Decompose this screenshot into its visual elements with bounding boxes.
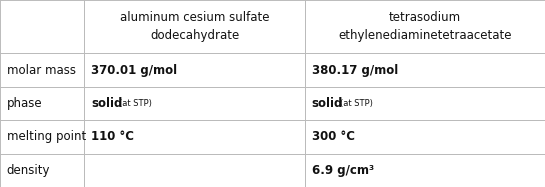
Bar	[84, 53, 305, 87]
Bar	[305, 53, 545, 87]
Bar	[0, 120, 84, 154]
Bar	[305, 120, 545, 154]
Bar	[305, 154, 545, 187]
Bar	[0, 53, 84, 87]
Text: 110 °C: 110 °C	[91, 130, 134, 143]
Text: (at STP): (at STP)	[340, 99, 373, 108]
Bar	[305, 0, 545, 53]
Bar	[84, 120, 305, 154]
Bar	[84, 154, 305, 187]
Text: solid: solid	[91, 97, 123, 110]
Bar	[0, 154, 84, 187]
Text: density: density	[7, 164, 50, 177]
Text: molar mass: molar mass	[7, 64, 76, 76]
Text: tetrasodium
ethylenediaminetetraacetate: tetrasodium ethylenediaminetetraacetate	[338, 11, 512, 42]
Text: phase: phase	[7, 97, 42, 110]
Text: 370.01 g/mol: 370.01 g/mol	[91, 64, 177, 76]
Text: 380.17 g/mol: 380.17 g/mol	[312, 64, 398, 76]
Text: 6.9 g/cm³: 6.9 g/cm³	[312, 164, 374, 177]
Bar	[305, 87, 545, 120]
Text: melting point: melting point	[7, 130, 86, 143]
Text: 300 °C: 300 °C	[312, 130, 355, 143]
Bar	[0, 0, 84, 53]
Bar	[0, 87, 84, 120]
Text: (at STP): (at STP)	[119, 99, 152, 108]
Bar	[84, 87, 305, 120]
Text: solid: solid	[312, 97, 343, 110]
Text: aluminum cesium sulfate
dodecahydrate: aluminum cesium sulfate dodecahydrate	[120, 11, 270, 42]
Bar	[84, 0, 305, 53]
